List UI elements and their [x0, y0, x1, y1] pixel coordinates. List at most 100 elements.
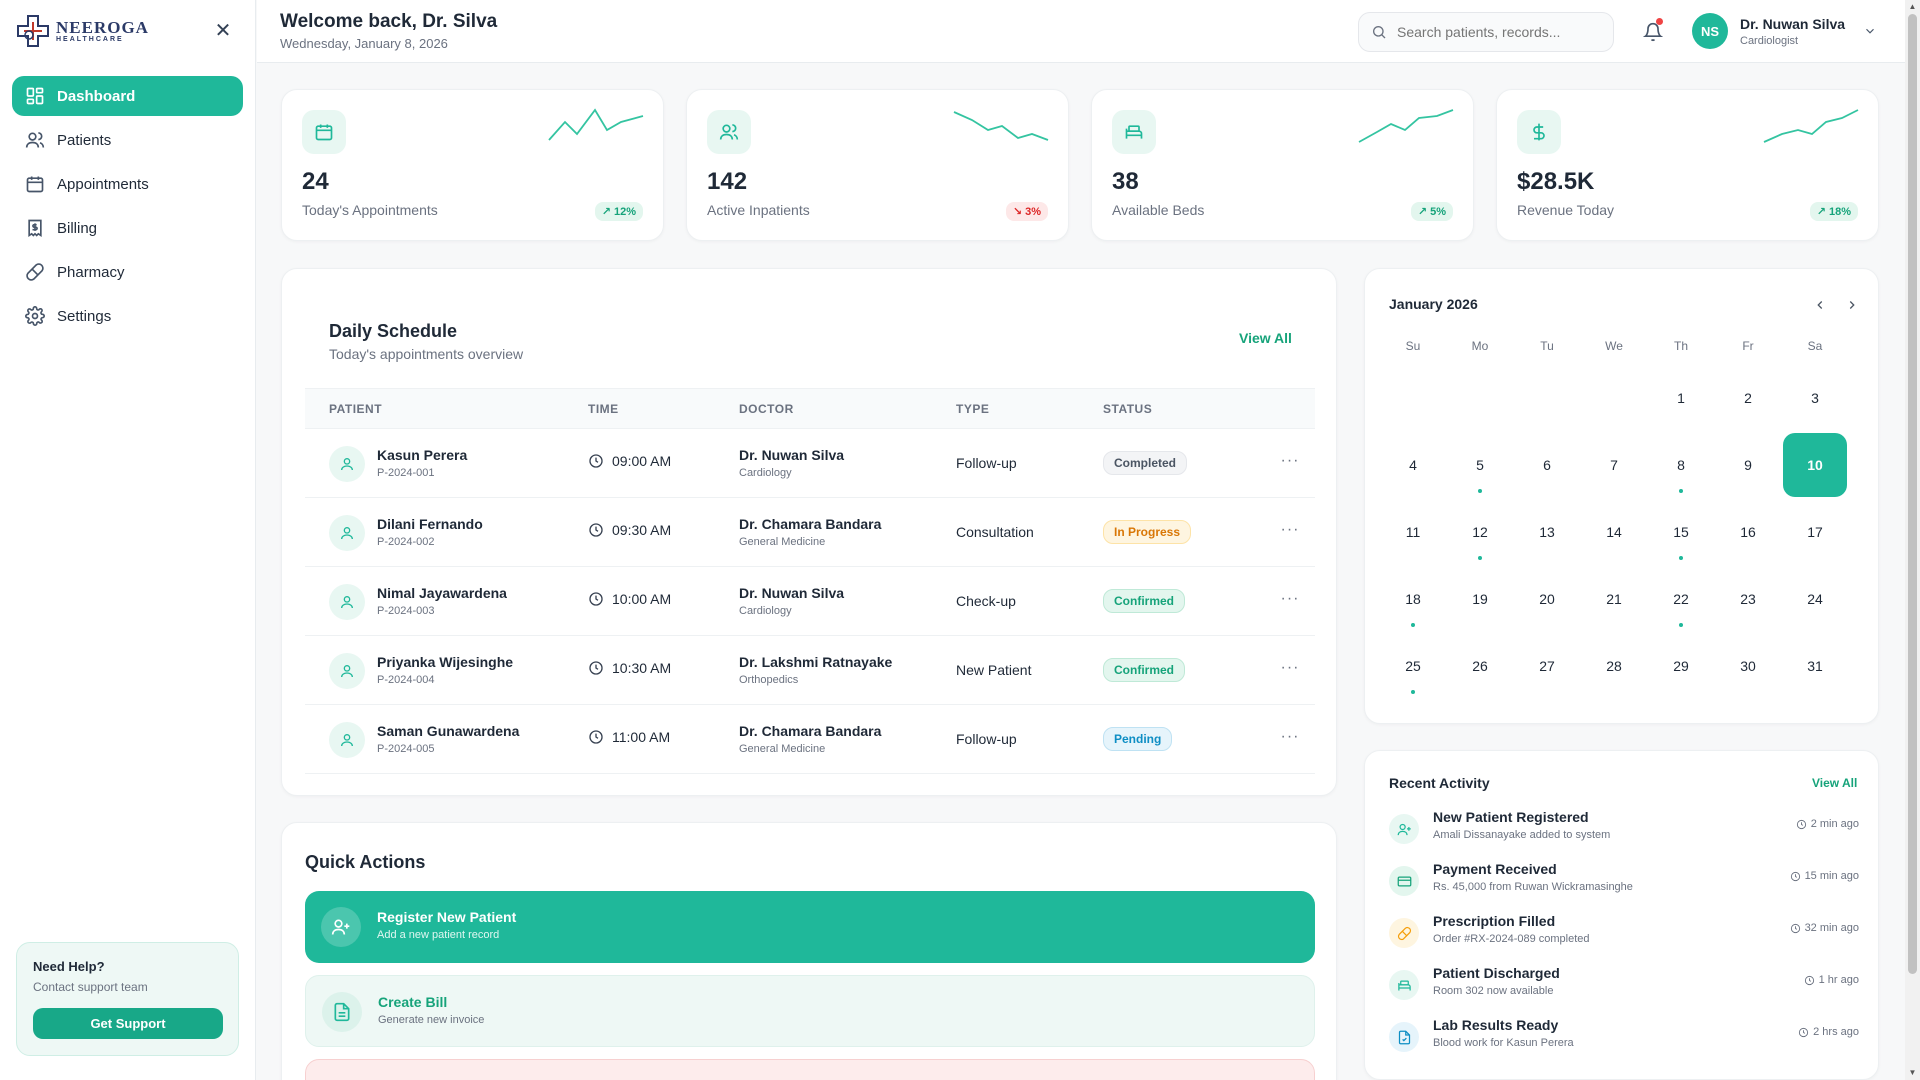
scroll-down-icon[interactable]: ▼	[1908, 1068, 1917, 1077]
calendar-day[interactable]: 19	[1448, 567, 1512, 631]
calendar-next-button[interactable]	[1842, 295, 1862, 315]
calendar-day[interactable]: 30	[1716, 634, 1780, 698]
activity-view-all-link[interactable]: View All	[1812, 776, 1858, 790]
table-row[interactable]: Kasun Perera P-2024-001 09:00 AM Dr. Nuwan …	[305, 429, 1315, 498]
calendar-day[interactable]: 25	[1381, 634, 1445, 698]
brand-logo[interactable]: NEEROGA HEALTHCARE	[16, 14, 149, 48]
get-support-button[interactable]: Get Support	[33, 1008, 223, 1039]
clock-icon	[1790, 871, 1800, 881]
appointment-time: 09:00 AM	[588, 453, 671, 469]
close-sidebar-icon[interactable]: ✕	[214, 20, 232, 42]
sidebar-item-dashboard[interactable]: Dashboard	[12, 76, 243, 116]
calendar-day[interactable]: 2	[1716, 366, 1780, 430]
register-patient-action[interactable]: Register New Patient Add a new patient r…	[305, 891, 1315, 963]
sidebar-item-patients[interactable]: Patients	[12, 120, 243, 160]
calendar-day[interactable]: 21	[1582, 567, 1646, 631]
column-header[interactable]: STATUS	[1103, 402, 1153, 416]
clock-icon	[589, 523, 603, 537]
calendar-day-today[interactable]: 10	[1783, 433, 1847, 497]
stat-card-inpatients[interactable]: 142 Active Inpatients ↘ 3%	[686, 89, 1069, 241]
sidebar-item-pharmacy[interactable]: Pharmacy	[12, 252, 243, 292]
calendar-day[interactable]: 29	[1649, 634, 1713, 698]
calendar-day[interactable]: 12	[1448, 500, 1512, 564]
calendar-day[interactable]: 6	[1515, 433, 1579, 497]
calendar-day[interactable]: 26	[1448, 634, 1512, 698]
calendar-day[interactable]: 24	[1783, 567, 1847, 631]
table-header: PATIENT TIME DOCTOR TYPE STATUS	[305, 388, 1315, 429]
event-dot	[1411, 623, 1415, 627]
calendar-day[interactable]: 18	[1381, 567, 1445, 631]
calendar-day[interactable]: 28	[1582, 634, 1646, 698]
clock-icon	[1796, 819, 1806, 829]
table-row[interactable]: Nimal Jayawardena P-2024-003 10:00 AM Dr. N…	[305, 567, 1315, 636]
scrollbar-thumb[interactable]	[1908, 14, 1917, 974]
calendar-day[interactable]: 4	[1381, 433, 1445, 497]
calendar-day[interactable]: 11	[1381, 500, 1445, 564]
search-input[interactable]	[1397, 24, 1597, 40]
patient-name[interactable]: Kasun Perera	[377, 447, 468, 463]
stat-card-beds[interactable]: 38 Available Beds ↗ 5%	[1091, 89, 1474, 241]
table-row[interactable]: Saman Gunawardena P-2024-005 11:00 AM Dr. C…	[305, 705, 1315, 774]
calendar-day[interactable]: 5	[1448, 433, 1512, 497]
day-number: 11	[1405, 524, 1421, 540]
stat-label: Available Beds	[1112, 202, 1205, 218]
activity-item[interactable]: Patient Discharged Room 302 now available…	[1389, 964, 1859, 1008]
doctor-name: Dr. Chamara Bandara	[739, 516, 882, 532]
activity-item[interactable]: Prescription Filled Order #RX-2024-089 co…	[1389, 912, 1859, 956]
calendar-day[interactable]: 20	[1515, 567, 1579, 631]
more-options-icon[interactable]: ···	[1280, 521, 1300, 538]
calendar-day[interactable]: 7	[1582, 433, 1646, 497]
column-header[interactable]: DOCTOR	[739, 402, 794, 416]
more-options-icon[interactable]: ···	[1280, 659, 1300, 676]
calendar-day[interactable]: 14	[1582, 500, 1646, 564]
activity-item[interactable]: Lab Results Ready Blood work for Kasun Pe…	[1389, 1016, 1859, 1060]
calendar-prev-button[interactable]	[1810, 295, 1830, 315]
quick-action-partial[interactable]	[305, 1059, 1315, 1080]
create-bill-action[interactable]: Create Bill Generate new invoice	[305, 975, 1315, 1047]
calendar-day[interactable]: 16	[1716, 500, 1780, 564]
status-badge: Confirmed	[1103, 589, 1185, 613]
search-box[interactable]	[1358, 12, 1614, 52]
file-icon	[1398, 1030, 1410, 1044]
column-header[interactable]: TIME	[588, 402, 619, 416]
activity-item[interactable]: New Patient Registered Amali Dissanayake …	[1389, 808, 1859, 852]
calendar-day[interactable]: 3	[1783, 366, 1847, 430]
more-options-icon[interactable]: ···	[1280, 452, 1300, 469]
stat-card-revenue[interactable]: $28.5K Revenue Today ↗ 18%	[1496, 89, 1879, 241]
more-options-icon[interactable]: ···	[1280, 728, 1300, 745]
table-row[interactable]: Priyanka Wijesinghe P-2024-004 10:30 AM Dr.…	[305, 636, 1315, 705]
calendar-day[interactable]: 27	[1515, 634, 1579, 698]
calendar-day[interactable]: 8	[1649, 433, 1713, 497]
activity-item[interactable]: Payment Received Rs. 45,000 from Ruwan Wi…	[1389, 860, 1859, 904]
page-scrollbar[interactable]: ▲ ▼	[1905, 0, 1920, 1080]
calendar-day[interactable]: 23	[1716, 567, 1780, 631]
medical-cross-icon	[17, 15, 49, 47]
doctor-department: Cardiology	[739, 467, 792, 479]
calendar-day[interactable]: 22	[1649, 567, 1713, 631]
more-options-icon[interactable]: ···	[1280, 590, 1300, 607]
sidebar-item-settings[interactable]: Settings	[12, 296, 243, 336]
calendar-day[interactable]: 31	[1783, 634, 1847, 698]
time-text: 10:00 AM	[612, 591, 672, 607]
calendar-day[interactable]: 17	[1783, 500, 1847, 564]
status-badge: In Progress	[1103, 520, 1192, 544]
stat-card-appointments[interactable]: 24 Today's Appointments ↗ 12%	[281, 89, 664, 241]
calendar-day[interactable]: 1	[1649, 366, 1713, 430]
patient-name[interactable]: Dilani Fernando	[377, 516, 483, 532]
calendar-day[interactable]: 9	[1716, 433, 1780, 497]
user-menu[interactable]: NS Dr. Nuwan Silva Cardiologist	[1692, 13, 1877, 49]
patient-name[interactable]: Nimal Jayawardena	[377, 585, 507, 601]
scroll-up-icon[interactable]: ▲	[1908, 2, 1917, 11]
patient-name[interactable]: Saman Gunawardena	[377, 723, 520, 739]
patient-name[interactable]: Priyanka Wijesinghe	[377, 654, 514, 670]
sidebar-item-appointments[interactable]: Appointments	[12, 164, 243, 204]
schedule-view-all-link[interactable]: View All	[1239, 330, 1292, 346]
column-header[interactable]: TYPE	[956, 402, 990, 416]
brand-tagline: HEALTHCARE	[56, 36, 124, 43]
calendar-day[interactable]: 13	[1515, 500, 1579, 564]
column-header[interactable]: PATIENT	[329, 402, 383, 416]
sidebar-item-billing[interactable]: Billing	[12, 208, 243, 248]
table-row[interactable]: Dilani Fernando P-2024-002 09:30 AM Dr. Cha…	[305, 498, 1315, 567]
notifications-button[interactable]	[1635, 14, 1671, 50]
calendar-day[interactable]: 15	[1649, 500, 1713, 564]
